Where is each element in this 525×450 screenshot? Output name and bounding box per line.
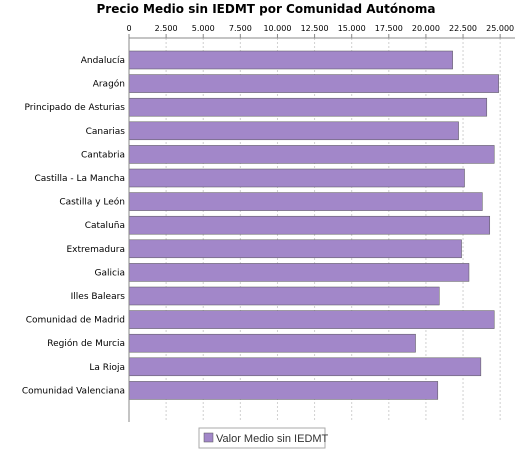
bars bbox=[128, 50, 499, 400]
category-label: Castilla - La Mancha bbox=[34, 174, 125, 184]
category-label: Principado de Asturias bbox=[24, 103, 125, 113]
bar bbox=[128, 74, 499, 93]
legend-swatch bbox=[203, 432, 214, 443]
category-label: Región de Murcia bbox=[47, 338, 125, 349]
x-tick-label: 15.000 bbox=[338, 24, 366, 33]
category-label: Extremadura bbox=[67, 245, 126, 255]
x-tick-label: 20.000 bbox=[412, 24, 440, 33]
bar bbox=[128, 168, 465, 188]
bar bbox=[128, 215, 491, 235]
category-label: Galicia bbox=[95, 268, 125, 278]
x-tick-label: 10.000 bbox=[263, 24, 291, 33]
bar bbox=[128, 357, 482, 377]
category-label: Andalucía bbox=[81, 56, 125, 66]
x-tick-label: 25.000 bbox=[486, 24, 514, 33]
bar bbox=[128, 286, 440, 306]
legend-label: Valor Medio sin IEDMT bbox=[216, 433, 329, 445]
chart-title: Precio Medio sin IEDMT por Comunidad Aut… bbox=[97, 2, 436, 16]
bar bbox=[128, 97, 488, 117]
bar bbox=[128, 121, 459, 141]
category-label: Cataluña bbox=[85, 221, 125, 231]
x-tick-label: 5.000 bbox=[192, 24, 215, 33]
category-label: Illes Balears bbox=[71, 292, 126, 302]
x-axis-ticks: 0 2.500 5.000 7.500 10.000 12.500 15.000 17.500… bbox=[126, 24, 514, 38]
x-tick-label: 17.500 bbox=[375, 24, 403, 33]
category-label: Canarias bbox=[86, 127, 126, 137]
x-tick-label: 22.500 bbox=[449, 24, 477, 33]
bar bbox=[128, 310, 495, 329]
category-label: Comunidad Valenciana bbox=[22, 386, 125, 396]
legend-box bbox=[198, 427, 326, 449]
bar bbox=[128, 263, 470, 282]
bar bbox=[128, 145, 495, 164]
x-tick-label: 7.500 bbox=[229, 24, 252, 33]
bar bbox=[128, 333, 416, 353]
x-tick-label: 2.500 bbox=[155, 24, 178, 33]
plot-area: 0 2.500 5.000 7.500 10.000 12.500 15.000 17.500… bbox=[22, 24, 515, 422]
x-tick-label: 12.500 bbox=[301, 24, 329, 33]
x-tick-label: 0 bbox=[126, 24, 131, 33]
category-label: Castilla y León bbox=[59, 197, 125, 208]
bar bbox=[128, 381, 439, 400]
bar bbox=[128, 50, 453, 70]
bar bbox=[128, 192, 483, 211]
category-label: La Rioja bbox=[89, 363, 125, 373]
category-label: Comunidad de Madrid bbox=[26, 316, 125, 326]
category-labels: Andalucía Aragón Principado de Asturias Can… bbox=[22, 56, 125, 396]
category-label: Aragón bbox=[93, 79, 125, 90]
category-label: Cantabria bbox=[81, 150, 125, 160]
bar bbox=[128, 239, 462, 259]
legend: Valor Medio sin IEDMT bbox=[198, 427, 329, 449]
